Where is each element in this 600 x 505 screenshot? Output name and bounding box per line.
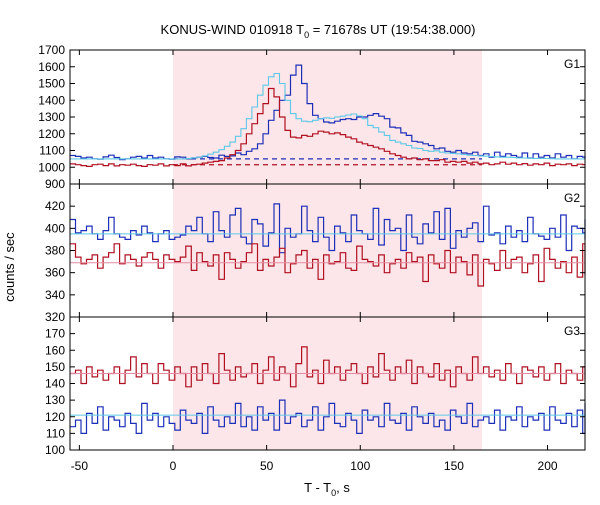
- shaded-interval-g1: [173, 50, 482, 184]
- y-tick-label-g3-120: 120: [45, 410, 65, 424]
- y-tick-label-g1-1400: 1400: [38, 93, 65, 107]
- x-tick-label-200: 200: [538, 459, 558, 473]
- x-tick-label-50: 50: [260, 459, 274, 473]
- y-tick-label-g3-150: 150: [45, 360, 65, 374]
- y-tick-label-g1-1200: 1200: [38, 127, 65, 141]
- series-blue-g3: [70, 399, 586, 434]
- y-tick-label-g1-1600: 1600: [38, 60, 65, 74]
- shaded-interval-g3: [173, 317, 482, 450]
- y-axis-label: counts / sec: [2, 232, 17, 302]
- y-tick-label-g3-130: 130: [45, 393, 65, 407]
- chart-title-prefix: KONUS-WIND 010918 T: [161, 22, 305, 37]
- y-tick-label-g2-380: 380: [45, 244, 65, 258]
- panel-label-g3: G3: [564, 324, 580, 338]
- y-tick-label-g1-1300: 1300: [38, 110, 65, 124]
- y-tick-label-g1-1100: 1100: [39, 144, 65, 158]
- series-red-g1: [70, 87, 586, 167]
- x-tick-label--50: -50: [71, 459, 89, 473]
- y-tick-label-g2-320: 320: [45, 310, 65, 324]
- chart-title-suffix: = 71678s UT (19:54:38.000): [309, 22, 475, 37]
- y-tick-label-g1-900: 900: [45, 177, 65, 191]
- y-tick-label-g2-340: 340: [45, 288, 65, 302]
- panel-label-g1: G1: [564, 57, 580, 71]
- y-tick-label-g1-1700: 1700: [38, 43, 65, 57]
- chart-title-subscript: 0: [304, 30, 309, 40]
- plot-layer: 90010001100120013001400150016001700G1320…: [38, 43, 586, 473]
- x-tick-label-0: 0: [170, 459, 177, 473]
- y-tick-label-g3-140: 140: [45, 377, 65, 391]
- x-axis-label: T - T0, s: [304, 480, 350, 498]
- y-tick-label-g2-400: 400: [45, 221, 65, 235]
- panel-label-g2: G2: [564, 191, 580, 205]
- y-tick-label-g3-170: 170: [45, 327, 65, 341]
- y-tick-label-g2-420: 420: [45, 199, 65, 213]
- x-tick-label-150: 150: [444, 459, 464, 473]
- y-tick-label-g3-160: 160: [45, 343, 65, 357]
- series-blue-g1: [70, 64, 586, 161]
- y-tick-label-g3-100: 100: [45, 443, 65, 457]
- y-tick-label-g3-110: 110: [46, 426, 65, 440]
- y-tick-label-g2-360: 360: [45, 266, 65, 280]
- x-tick-label-100: 100: [350, 459, 370, 473]
- y-tick-label-g1-1000: 1000: [38, 160, 65, 174]
- shaded-interval-g2: [173, 184, 482, 317]
- y-tick-label-g1-1500: 1500: [38, 77, 65, 91]
- series-cyan-g1: [70, 72, 585, 160]
- series-red-g2: [70, 243, 586, 287]
- chart-title: KONUS-WIND 010918 T0 = 71678s UT (19:54:…: [161, 22, 476, 40]
